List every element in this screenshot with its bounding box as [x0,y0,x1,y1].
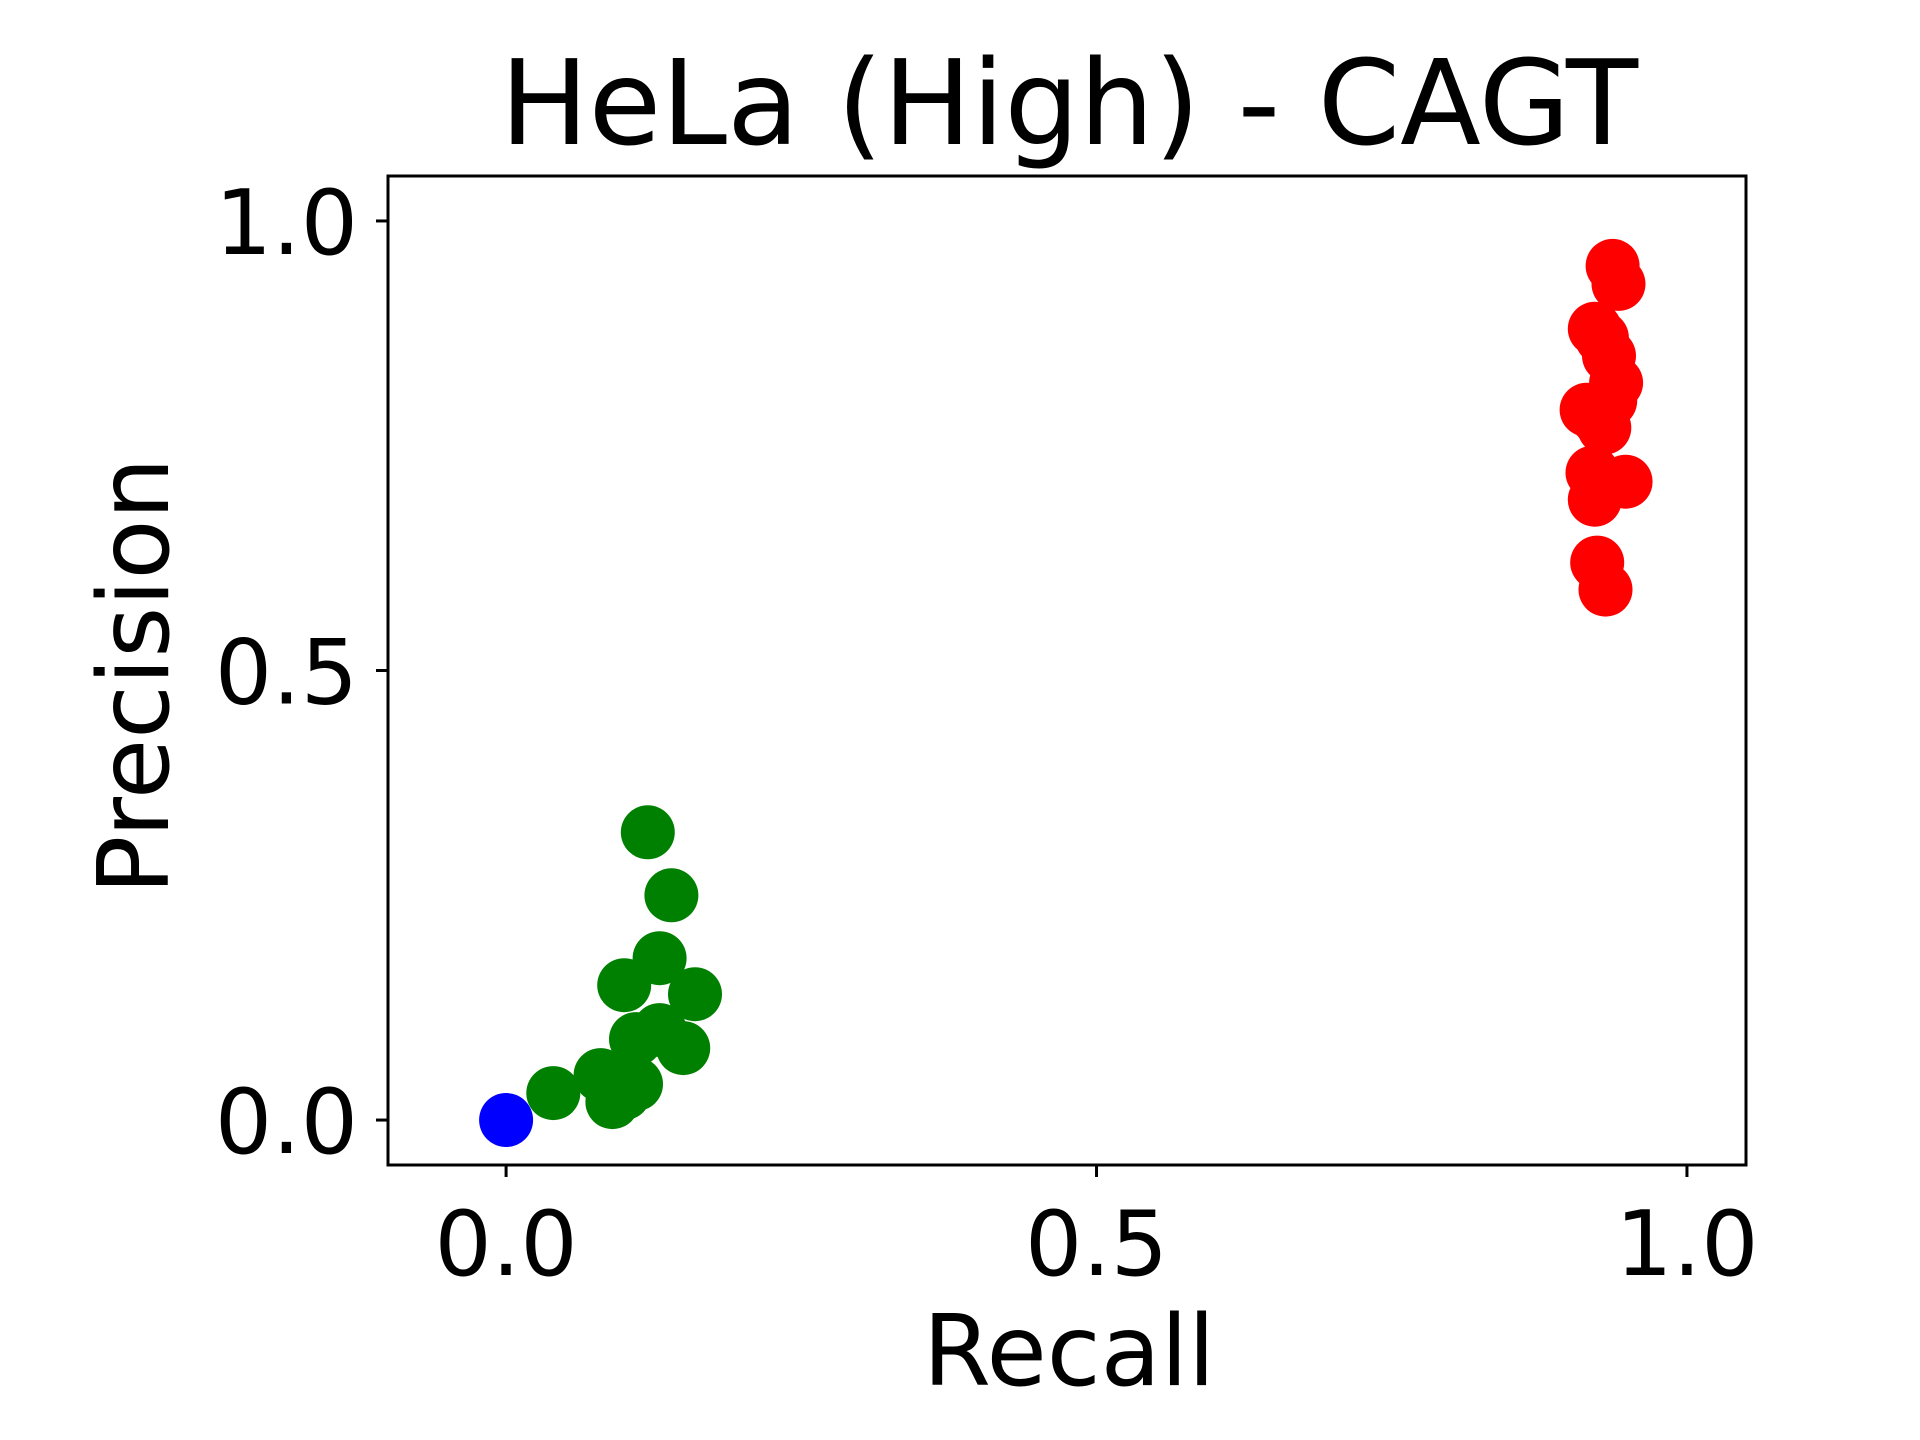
data-point-series-1-0 [526,1066,581,1121]
data-point-series-2-14 [1578,562,1633,617]
data-point-series-2-1 [1591,256,1646,311]
plot-area-frame [386,174,1748,1167]
data-point-series-0-0 [479,1093,534,1147]
y-tick-label-2: 1.0 [215,171,358,276]
y-tick-label-0: 0.0 [215,1070,358,1175]
data-point-series-1-10 [644,868,699,923]
data-point-series-2-9 [1577,400,1632,455]
data-point-series-1-7 [620,805,675,860]
y-tick-label-1: 0.5 [215,621,358,726]
data-point-series-1-4 [609,1057,663,1112]
data-point-series-1-11 [656,1021,711,1076]
chart-title: HeLa (High) - CAGT [500,34,1639,172]
x-tick-label-0: 0.0 [435,1192,578,1297]
x-tick-label-2: 1.0 [1615,1192,1758,1297]
x-axis-label: Recall [923,1295,1215,1409]
x-tick-label-1: 0.5 [1025,1192,1168,1297]
data-point-series-1-8 [632,931,687,986]
y-axis-label: Precision [78,457,192,894]
data-point-series-2-12 [1567,472,1622,527]
axis-ticks: 0.0 0.5 1.0 0.0 0.5 1.0 [215,171,1759,1297]
data-point-series-1-12 [668,967,722,1022]
data-points [479,238,1653,1147]
